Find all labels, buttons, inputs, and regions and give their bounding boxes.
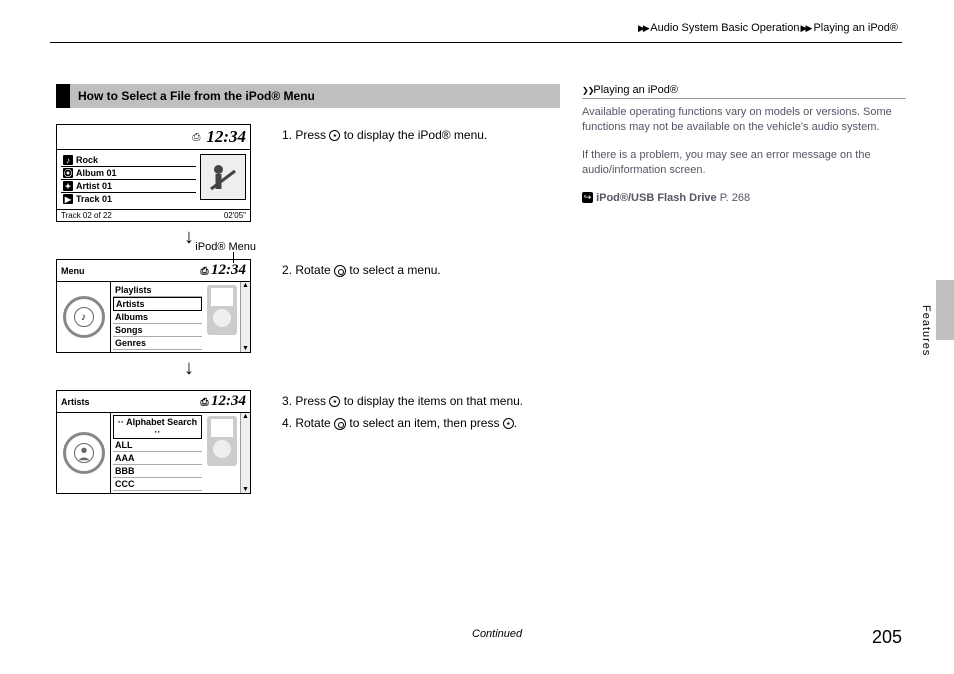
selector-press-icon: ⭑ — [329, 130, 340, 141]
step-2-text: 2. Rotate to select a menu. — [282, 261, 566, 279]
screen-ipod-menu: Menu ⎙ 12:34 ♪ Playlists Artists Albums … — [56, 259, 251, 353]
dial-graphic: ♪ — [57, 282, 111, 352]
breadcrumb-sep-2: ▶▶ — [801, 23, 811, 33]
sidebar-para-2: If there is a problem, you may see an er… — [582, 148, 906, 179]
usb-icon: ⎙ — [192, 132, 200, 143]
list-item: ✦Artist 01 — [61, 180, 196, 193]
page-number: 205 — [872, 627, 902, 648]
clock-2: 12:34 — [211, 262, 246, 278]
sidebar-para-1: Available operating functions vary on mo… — [582, 105, 906, 136]
artist-items: ·· Alphabet Search ·· ALL AAA BBB CCC — [111, 413, 204, 493]
genre-icon: ♪ — [63, 155, 73, 165]
scrollbar: ▲▼ — [240, 413, 250, 493]
figure-3: Artists ⎙ 12:34 ·· Alphabet Search ·· AL… — [56, 390, 254, 494]
sidebar-heading-icon: ❯❯ — [582, 86, 593, 95]
cross-ref-page: 268 — [732, 192, 750, 204]
sidebar-heading: ❯❯Playing an iPod® — [582, 84, 906, 96]
artist-item: ALL — [113, 439, 202, 452]
section-heading: How to Select a File from the iPod® Menu — [56, 84, 560, 108]
selector-press-icon: ⭑ — [329, 396, 340, 407]
caption-leader-line — [233, 252, 234, 263]
flow-arrow-2: ↓ — [124, 357, 254, 380]
continued-label: Continued — [472, 628, 522, 640]
ipod-thumbnail-icon — [207, 285, 237, 335]
elapsed-time: 02'05" — [224, 211, 246, 220]
breadcrumb-part-1: Audio System Basic Operation — [650, 22, 799, 34]
artist-item: AAA — [113, 452, 202, 465]
usb-icon: ⎙ — [200, 397, 208, 408]
music-note-icon: ♪ — [74, 307, 94, 327]
menu-title-text: Menu — [61, 266, 85, 276]
section-heading-text: How to Select a File from the iPod® Menu — [78, 89, 315, 103]
section-tab-label: Features — [920, 305, 932, 356]
dial-graphic — [57, 413, 111, 493]
sidebar: ❯❯Playing an iPod® Available operating f… — [582, 84, 906, 218]
cross-ref-icon: ↪ — [582, 192, 593, 203]
menu-item: Genres — [113, 337, 202, 350]
step-row-1: ⎙ 12:34 ♪Rock ⦿Album 01 ✦Artist 01 ▶Trac… — [56, 124, 566, 253]
person-icon — [74, 443, 94, 463]
scrollbar: ▲▼ — [240, 282, 250, 352]
selector-rotate-icon — [334, 265, 346, 277]
section-tab — [936, 280, 954, 340]
list-item: ⦿Album 01 — [61, 167, 196, 180]
step-1-text: 1. Press ⭑ to display the iPod® menu. — [282, 126, 566, 144]
header-rule — [50, 42, 902, 43]
selector-press-icon: ⭑ — [503, 418, 514, 429]
screen-now-playing: ⎙ 12:34 ♪Rock ⦿Album 01 ✦Artist 01 ▶Trac… — [56, 124, 251, 222]
ipod-menu-caption: iPod® Menu — [195, 241, 256, 253]
menu-item-selected: Artists — [113, 297, 202, 311]
breadcrumb: ▶▶ Audio System Basic Operation ▶▶ Playi… — [638, 22, 898, 34]
screen-artists: Artists ⎙ 12:34 ·· Alphabet Search ·· AL… — [56, 390, 251, 494]
clock-1: 12:34 — [206, 127, 246, 147]
menu-item: Playlists — [113, 284, 202, 297]
artist-icon: ✦ — [63, 181, 73, 191]
breadcrumb-sep-1: ▶▶ — [638, 23, 648, 33]
usb-icon: ⎙ — [200, 266, 208, 277]
step-3-text: 3. Press ⭑ to display the items on that … — [282, 392, 566, 410]
figure-2: iPod® Menu Menu ⎙ 12:34 ♪ Playlists Arti… — [56, 259, 254, 384]
sidebar-cross-ref: ↪ iPod®/USB Flash Drive P. 268 — [582, 191, 906, 206]
menu-item: Albums — [113, 311, 202, 324]
figure-1: ⎙ 12:34 ♪Rock ⦿Album 01 ✦Artist 01 ▶Trac… — [56, 124, 254, 253]
album-icon: ⦿ — [63, 168, 73, 178]
selector-rotate-icon — [334, 418, 346, 430]
step-4-text: 4. Rotate to select an item, then press … — [282, 414, 566, 432]
artist-item: CCC — [113, 478, 202, 491]
clock-3: 12:34 — [211, 393, 246, 409]
track-icon: ▶ — [63, 194, 73, 204]
ipod-thumbnail-icon — [207, 416, 237, 466]
sidebar-body: Available operating functions vary on mo… — [582, 98, 906, 206]
menu-items: Playlists Artists Albums Songs Genres — [111, 282, 204, 352]
step-row-3: Artists ⎙ 12:34 ·· Alphabet Search ·· AL… — [56, 390, 566, 494]
artists-title-text: Artists — [61, 397, 90, 407]
breadcrumb-part-2: Playing an iPod® — [813, 22, 898, 34]
step-row-2: iPod® Menu Menu ⎙ 12:34 ♪ Playlists Arti… — [56, 259, 566, 384]
track-counter: Track 02 of 22 — [61, 211, 112, 220]
album-art — [200, 154, 246, 200]
now-playing-list: ♪Rock ⦿Album 01 ✦Artist 01 ▶Track 01 — [57, 150, 196, 209]
list-item: ▶Track 01 — [61, 193, 196, 205]
list-item: ♪Rock — [61, 154, 196, 167]
cross-ref-title: iPod®/USB Flash Drive — [596, 192, 717, 204]
main-column: How to Select a File from the iPod® Menu… — [56, 84, 566, 500]
menu-item: Songs — [113, 324, 202, 337]
guitarist-icon — [205, 162, 241, 198]
alphabet-search-row: ·· Alphabet Search ·· — [113, 415, 202, 439]
artist-item: BBB — [113, 465, 202, 478]
